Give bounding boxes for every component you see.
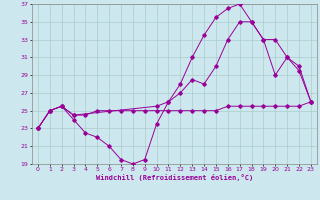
X-axis label: Windchill (Refroidissement éolien,°C): Windchill (Refroidissement éolien,°C): [96, 174, 253, 181]
